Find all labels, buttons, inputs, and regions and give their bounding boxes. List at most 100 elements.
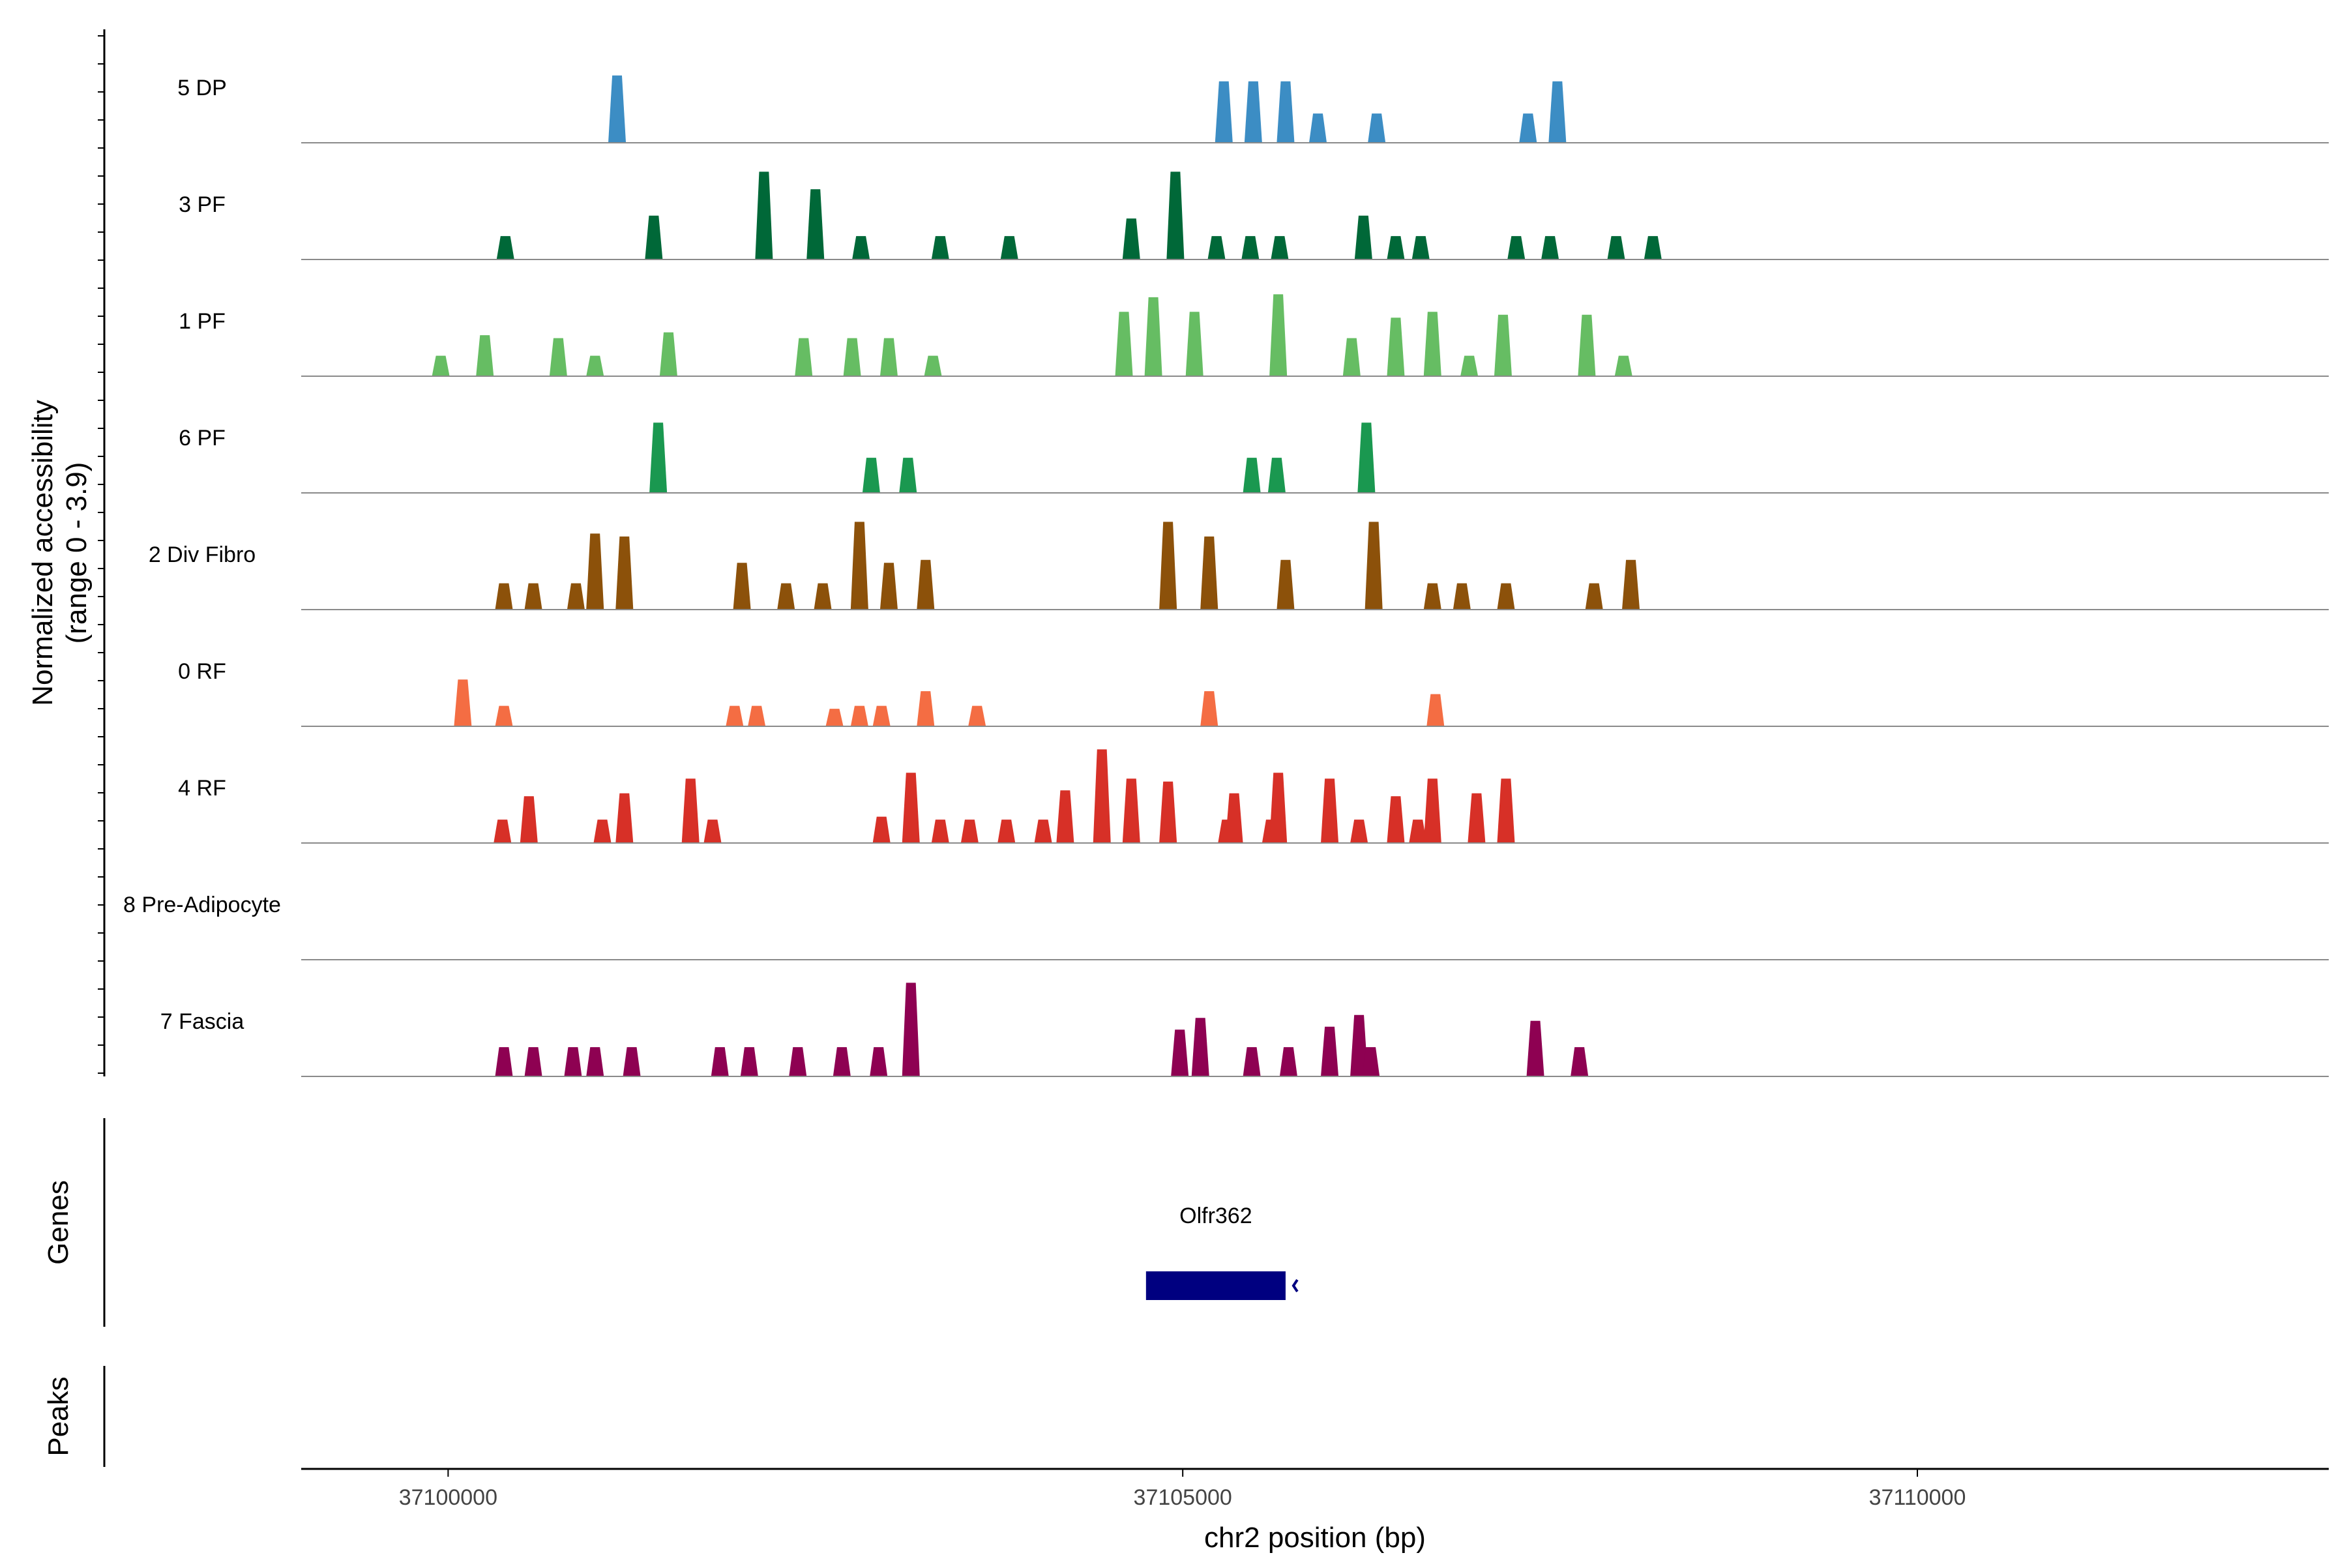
coverage-peak <box>1411 236 1430 259</box>
coverage-peak <box>1166 171 1185 259</box>
coverage-peak <box>1460 355 1479 376</box>
coverage-peak <box>997 820 1016 843</box>
genes-panel-title: Genes <box>42 1180 74 1265</box>
coverage-peak <box>1321 778 1339 843</box>
y-axis-title-line: Normalized accessibility <box>27 400 59 705</box>
coverage-peak <box>879 338 898 376</box>
track-label: 5 DP <box>177 76 227 100</box>
track-1-pf: 1 PF <box>179 294 2329 377</box>
strand-arrow-icon <box>1292 1279 1299 1293</box>
coverage-peak <box>1093 749 1111 843</box>
y-axis-title-line: (range 0 - 3.9) <box>61 462 93 644</box>
track-label: 8 Pre-Adipocyte <box>123 893 281 917</box>
coverage-peak <box>1362 1047 1380 1076</box>
coverage-peak <box>872 816 891 843</box>
coverage-peak <box>1243 1047 1261 1076</box>
coverage-peak <box>1225 793 1243 843</box>
coverage-peak <box>586 355 604 376</box>
coverage-peak <box>1308 113 1327 143</box>
coverage-tracks: 5 DP 3 PF 1 PF 6 PF 2 Div Fibro 0 RF 4 RF 8 Pre… <box>123 75 2329 1077</box>
coverage-peak <box>1279 1047 1297 1076</box>
coverage-peak <box>1423 312 1441 376</box>
gene-label: Olfr362 <box>1179 1204 1252 1228</box>
coverage-peak <box>870 1047 888 1076</box>
coverage-peak <box>615 536 634 610</box>
coverage-peak <box>1453 583 1471 610</box>
coverage-peak <box>789 1047 807 1076</box>
peaks-panel-title: Peaks <box>42 1376 74 1456</box>
coverage-peak <box>843 338 861 376</box>
coverage-peak <box>852 236 870 259</box>
genes-panel: Olfr362 <box>1145 1204 1299 1300</box>
coverage-peak <box>899 458 917 493</box>
coverage-peak <box>1494 314 1512 376</box>
track-label: 4 RF <box>178 776 226 801</box>
coverage-peak <box>495 1047 513 1076</box>
coverage-peak <box>645 215 663 259</box>
coverage-peak <box>1159 522 1177 610</box>
coverage-peak <box>1497 583 1515 610</box>
coverage-peak <box>1269 773 1288 843</box>
track-label: 1 PF <box>179 309 226 334</box>
coverage-peak <box>1578 314 1596 376</box>
coverage-peak <box>726 705 744 726</box>
coverage-peak <box>659 332 677 376</box>
coverage-peak <box>1350 1014 1368 1076</box>
coverage-peak <box>681 778 700 843</box>
coverage-peak <box>931 820 949 843</box>
coverage-peak <box>862 458 880 493</box>
x-tick-label: 37105000 <box>1134 1485 1232 1510</box>
coverage-peak <box>814 583 832 610</box>
track-4-rf: 4 RF <box>178 749 2329 844</box>
coverage-peak <box>1548 81 1567 143</box>
track-label: 2 Div Fibro <box>149 542 256 567</box>
coverage-peak <box>1423 583 1441 610</box>
x-tick-label: 37110000 <box>1869 1485 1966 1510</box>
coverage-peak <box>1115 312 1133 376</box>
coverage-peak <box>496 236 514 259</box>
coverage-peak <box>524 583 542 610</box>
track-label: 6 PF <box>179 426 226 451</box>
coverage-peak <box>1122 778 1140 843</box>
coverage-peak <box>432 355 450 376</box>
coverage-peak <box>960 820 979 843</box>
coverage-peak <box>924 355 942 376</box>
track-8-pre-adipocyte: 8 Pre-Adipocyte <box>123 893 2329 960</box>
coverage-peak <box>740 1047 758 1076</box>
coverage-peak <box>968 705 986 726</box>
axes: Normalized accessibility(range 0 - 3.9) G… <box>27 29 2329 1554</box>
track-label: 7 Fascia <box>160 1009 244 1034</box>
coverage-peak <box>902 983 920 1076</box>
coverage-peak <box>1423 778 1441 843</box>
coverage-peak <box>1342 338 1361 376</box>
y-axis-title: Normalized accessibility(range 0 - 3.9) <box>27 400 93 705</box>
coverage-peak <box>1368 113 1386 143</box>
coverage-peak <box>748 705 766 726</box>
coverage-peak <box>454 679 472 726</box>
coverage-peak <box>586 1047 604 1076</box>
coverage-peak <box>733 563 751 610</box>
coverage-peak <box>1365 522 1383 610</box>
coverage-peak <box>1144 297 1162 376</box>
track-3-pf: 3 PF <box>179 171 2329 260</box>
coverage-peak <box>806 189 825 259</box>
coverage-peak <box>872 705 891 726</box>
track-label: 3 PF <box>179 192 226 217</box>
track-label: 0 RF <box>178 659 226 684</box>
coverage-peak <box>1243 458 1261 493</box>
coverage-peak <box>1269 294 1288 376</box>
coverage-peak <box>495 583 513 610</box>
coverage-peak <box>1607 236 1625 259</box>
coverage-peak <box>795 338 813 376</box>
coverage-peak <box>1244 81 1262 143</box>
coverage-peak <box>1277 81 1295 143</box>
coverage-peak <box>755 171 773 259</box>
coverage-peak <box>524 1047 542 1076</box>
coverage-peak <box>1241 236 1260 259</box>
coverage-peak <box>1200 691 1218 726</box>
coverage-peak <box>1277 559 1295 610</box>
coverage-peak <box>1267 458 1286 493</box>
coverage-peak <box>931 236 949 259</box>
